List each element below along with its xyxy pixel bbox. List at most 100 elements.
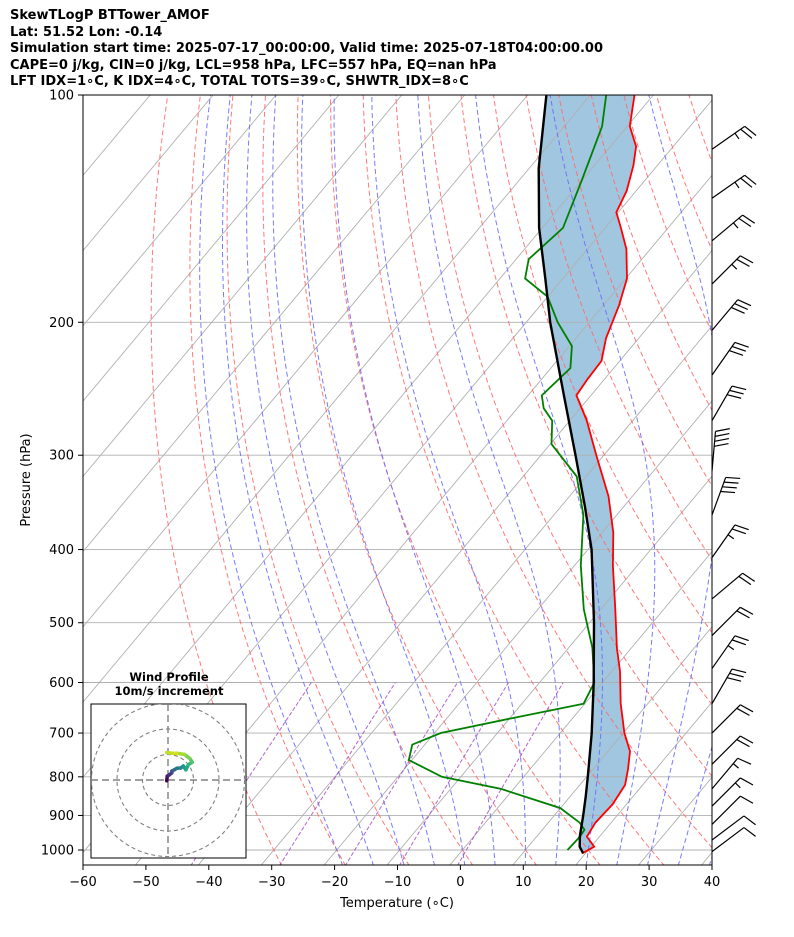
barb-feather	[737, 299, 752, 307]
isotherm-line	[764, 95, 794, 866]
barb-feather	[744, 125, 757, 136]
x-tick-label: −20	[321, 875, 348, 890]
y-tick-label: 400	[49, 543, 74, 558]
barb-feather	[742, 572, 756, 582]
barb-feather	[720, 490, 736, 494]
cin-cape-shading	[538, 95, 637, 854]
barb-staff	[711, 431, 717, 472]
moist-adiabat	[475, 95, 603, 865]
barb-feather	[729, 672, 744, 678]
isotherm-line	[638, 776, 712, 865]
barb-feather	[738, 217, 752, 227]
x-tick-label: 20	[578, 875, 595, 890]
wind-barb	[711, 214, 756, 242]
isotherm-line	[83, 95, 340, 402]
barb-half-feather	[727, 534, 735, 540]
hodograph-title: Wind Profile	[129, 670, 209, 684]
barb-half-feather	[734, 181, 740, 189]
barb-staff	[711, 827, 745, 853]
wind-barb	[711, 125, 757, 150]
barb-feather	[726, 394, 742, 399]
x-tick-label: 10	[515, 875, 532, 890]
x-tick-label: −30	[258, 875, 285, 890]
isotherm-line	[83, 95, 591, 703]
dry-adiabat	[590, 95, 712, 412]
isotherm-line	[83, 95, 214, 252]
barb-feather	[714, 433, 730, 437]
barb-feather	[740, 177, 753, 188]
barb-feather	[739, 795, 754, 804]
wind-barb	[711, 255, 754, 285]
dry-adiabat	[655, 95, 712, 252]
barb-feather	[714, 437, 730, 442]
barb-staff	[711, 815, 745, 841]
y-tick-label: 900	[49, 809, 74, 824]
barb-feather	[734, 524, 749, 531]
hodograph-subtitle: 10m/s increment	[114, 684, 224, 698]
hodograph-title-block: Wind Profile 10m/s increment	[92, 670, 246, 698]
barb-staff	[711, 635, 736, 669]
chart-title: SkewTLogP BTTower_AMOF	[10, 8, 210, 23]
barb-feather	[726, 677, 742, 682]
dry-adiabat	[296, 95, 537, 865]
x-tick-label: 40	[704, 875, 721, 890]
x-tick-label: 0	[456, 875, 464, 890]
isotherm-line	[449, 550, 712, 865]
y-axis-label: Pressure (hPa)	[19, 433, 34, 526]
barb-feather	[731, 345, 747, 352]
y-tick-label: 300	[49, 449, 74, 464]
barb-half-feather	[734, 132, 740, 140]
mixing-ratio-line	[457, 682, 564, 865]
dry-adiabat	[460, 95, 712, 706]
dry-adiabat	[262, 95, 474, 865]
isotherm-line	[83, 95, 466, 553]
moist-adiabat	[371, 95, 526, 865]
wind-barb	[711, 476, 741, 516]
barb-feather	[722, 486, 737, 489]
dry-adiabat	[623, 95, 712, 333]
wind-barb	[711, 341, 749, 376]
barb-staff	[711, 572, 744, 600]
time-line: Simulation start time: 2025-07-17_00:00:…	[10, 41, 603, 56]
moist-adiabat	[272, 95, 435, 865]
barb-half-feather	[727, 645, 735, 651]
barb-half-feather	[731, 263, 738, 270]
wind-barb	[711, 572, 756, 600]
mixing-ratio-line	[399, 682, 509, 865]
moist-adiabat	[222, 95, 374, 865]
isotherm-line	[197, 249, 712, 865]
wind-barb	[711, 827, 756, 853]
barb-half-feather	[734, 782, 741, 789]
dry-adiabat	[558, 95, 712, 487]
wind-barb	[711, 428, 730, 472]
wind-barb	[711, 299, 752, 331]
barb-staff	[711, 125, 746, 150]
dry-adiabat	[493, 95, 712, 634]
barb-feather	[739, 777, 754, 786]
barb-feather	[729, 350, 744, 356]
barb-feather	[737, 757, 752, 765]
moist-adiabat	[301, 95, 466, 865]
y-tick-label: 800	[49, 770, 74, 785]
barb-feather	[738, 575, 752, 586]
isotherm-line	[700, 851, 712, 865]
barb-feather	[739, 606, 754, 615]
barb-half-feather	[732, 222, 739, 229]
dry-adiabat	[754, 95, 794, 866]
barb-staff	[711, 385, 733, 421]
dry-adiabat	[150, 95, 282, 865]
barb-feather	[743, 827, 756, 837]
barb-half-feather	[732, 763, 739, 769]
mixing-ratio-line	[279, 682, 396, 865]
location-line: Lat: 51.52 Lon: -0.14	[10, 24, 163, 40]
barb-feather	[731, 668, 747, 674]
barb-feather	[740, 128, 753, 139]
barb-feather	[743, 815, 756, 826]
barb-feather	[731, 385, 747, 391]
wind-barb	[711, 174, 757, 199]
dry-adiabat	[226, 95, 410, 865]
barb-feather	[714, 442, 729, 447]
y-tick-label: 600	[49, 676, 74, 691]
barb-staff	[711, 214, 744, 242]
chart-header: SkewTLogP BTTower_AMOF Lat: 51.52 Lon: -…	[10, 8, 603, 91]
